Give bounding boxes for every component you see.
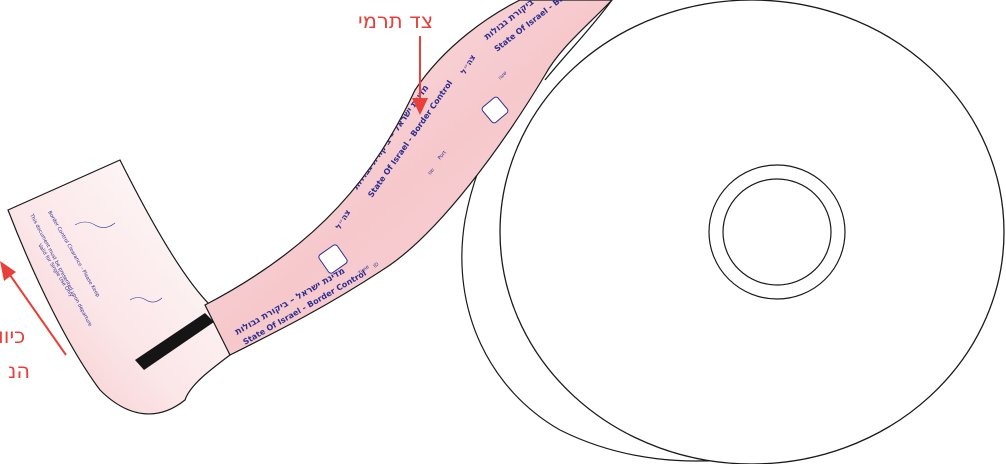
feed-direction-label-line2: הנ bbox=[8, 359, 30, 383]
feed-direction-arrow-head-icon bbox=[0, 261, 16, 281]
emblem-icon-2 bbox=[481, 96, 509, 124]
roll-back-edge bbox=[544, 0, 613, 81]
back-signature-1 bbox=[74, 221, 116, 228]
feed-direction-label-line1: כיוו bbox=[0, 324, 25, 348]
ticket-fields-row1-e: שעה bbox=[497, 70, 509, 82]
feed-direction-arrow-shaft bbox=[9, 274, 67, 356]
thermal-side-label: צד תרמי bbox=[358, 9, 433, 33]
back-signature-2 bbox=[129, 297, 163, 303]
ticket-fields-row1-d: שם bbox=[427, 167, 436, 176]
black-index-mark bbox=[135, 313, 214, 370]
annotations: צד תרמי כיוו הנ bbox=[0, 9, 433, 383]
ticket-fields-row2-a: Passport bbox=[273, 346, 294, 362]
thermal-side-arrow-head-icon bbox=[412, 98, 428, 115]
strip-back-surface bbox=[7, 159, 231, 415]
roll-core-inner bbox=[722, 178, 832, 286]
paper-roll bbox=[461, 0, 1005, 464]
emblem-icon-1 bbox=[318, 244, 348, 274]
strip-thermal-surface bbox=[204, 0, 613, 356]
roll-core-outer bbox=[708, 164, 846, 300]
ticket-fields-row2-b: ID bbox=[372, 261, 380, 269]
paper-strip-back: This document must be presented upon dep… bbox=[7, 159, 231, 415]
ticket-fields-row2-c: Port bbox=[437, 150, 448, 161]
roll-face bbox=[499, 0, 1005, 464]
